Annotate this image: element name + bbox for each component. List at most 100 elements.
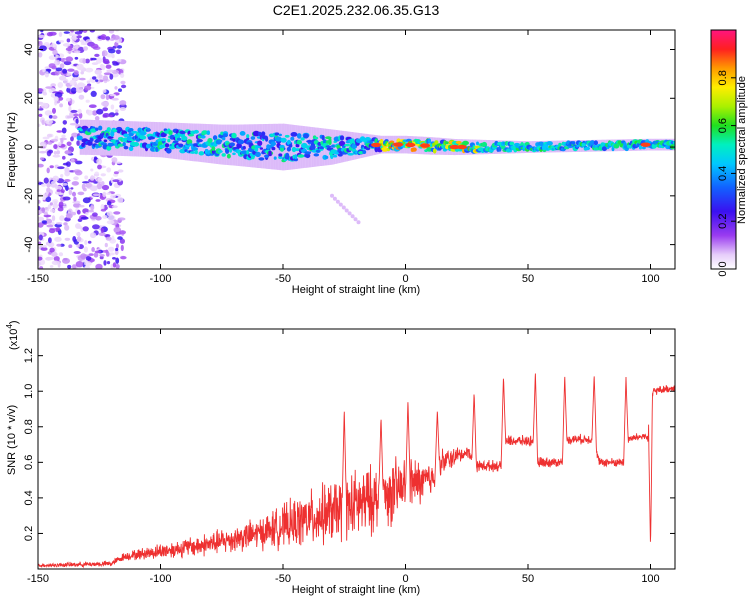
spectrogram-ridge-blob (179, 148, 186, 154)
spectrogram-noise-blob (92, 193, 101, 197)
spectrogram-ridge-blob (293, 157, 299, 162)
spectrogram-noise-blob (88, 104, 97, 108)
spectrogram-noise-blob (95, 79, 99, 82)
spectrogram-ridge-blob (273, 156, 277, 160)
spectrogram-ridge-halo (243, 124, 246, 167)
spectrogram-noise-blob (47, 68, 52, 72)
spectrogram-ridge-blob (351, 143, 357, 149)
spectrogram-ridge-halo (170, 122, 172, 159)
spectrogram-noise-blob (111, 205, 118, 209)
spectrogram-noise-blob (62, 120, 67, 125)
spectrogram-ridge-blob (444, 141, 449, 145)
spectrogram-ridge-blob (286, 139, 291, 145)
spectrogram-ridge-blob (128, 127, 134, 132)
colorbar-strip (710, 29, 737, 270)
spectrogram-ridge-blob (87, 140, 93, 146)
spectrogram-noise-blob (94, 116, 100, 121)
spectrogram-noise-blob (90, 204, 95, 211)
x-tick-label: 100 (641, 573, 659, 585)
spectrogram-ridge-halo (275, 123, 277, 170)
spectrogram-noise-blob (108, 114, 113, 118)
spectrogram-noise-blob (85, 212, 89, 216)
spectrogram-noise-blob (102, 191, 107, 198)
spectrogram-ridge-blob (278, 153, 283, 157)
y-tick-label: -40 (23, 237, 35, 253)
spectrogram-ridge-blob (161, 138, 167, 142)
spectrogram-ridge-halo (151, 121, 154, 157)
spectrogram-ridge-blob (218, 139, 223, 143)
snr-frame (37, 328, 676, 570)
spectrogram-ridge-halo (358, 133, 361, 159)
spectrogram-frame (37, 29, 676, 270)
y-tick-label: 1.2 (23, 348, 35, 363)
spectrogram-noise-blob (48, 63, 56, 69)
spectrogram-ridge-blob (229, 148, 233, 153)
spectrogram-ridge-blob (231, 132, 237, 139)
spectrogram-ridge-blob (128, 146, 134, 152)
spectrogram-noise-blob (53, 96, 59, 102)
spectrogram-ridge-blob (306, 140, 313, 143)
x-tick-label: 100 (641, 273, 659, 285)
spectrogram-noise-blob (41, 244, 47, 248)
spectrogram-noise-blob (74, 50, 81, 54)
spectrogram-noise-blob (115, 109, 119, 113)
spectrogram-noise-blob (93, 252, 99, 258)
spectrogram-noise-blob (43, 214, 52, 218)
spectrogram-noise-blob (58, 201, 64, 208)
spectrogram-ridge-blob (286, 146, 291, 152)
spectrogram-noise-blob (92, 224, 100, 230)
spectrogram-ridge-blob (498, 146, 502, 152)
spectrogram-ridge-halo (363, 133, 366, 158)
spectrogram-ridge-halo (242, 124, 244, 167)
spectrogram-ridge-blob (571, 141, 576, 145)
spectrogram-noise-blob (46, 133, 53, 138)
spectrogram-noise-blob (52, 107, 56, 114)
spectrogram-ridge-blob (455, 140, 462, 144)
spectrogram-noise-blob (49, 265, 54, 268)
spectrogram-ridge-halo (114, 120, 116, 156)
spectrogram-noise-blob (347, 211, 352, 216)
spectrogram-noise-blob (88, 253, 94, 256)
spectrogram-noise-blob (102, 215, 108, 219)
spectrogram-noise-blob (84, 85, 92, 91)
spectrogram-ridge-blob (508, 149, 512, 153)
spectrogram-noise-blob (83, 46, 88, 51)
spectrogram-ridge-halo (181, 123, 183, 160)
spectrogram-noise-blob (111, 97, 119, 101)
spectrogram-ridge-blob (139, 131, 147, 136)
spectrogram-noise-blob (344, 208, 349, 213)
spectrogram-ridge-blob (148, 136, 156, 140)
spectrogram-ridge-blob (270, 141, 276, 146)
spectrogram-ridge-halo (506, 140, 508, 154)
spectrogram-noise-blob (60, 58, 67, 63)
spectrogram-ridge-halo (116, 120, 118, 156)
spectrogram-noise-blob (63, 78, 69, 85)
spectrogram-noise-blob (70, 187, 74, 190)
spectrogram-ridge-blob (252, 130, 260, 137)
spectrogram-noise-blob (113, 35, 120, 40)
spectrogram-ridge-halo (172, 122, 175, 159)
spectrogram-ridge-blob (189, 151, 196, 154)
spectrogram-noise-blob (77, 83, 86, 87)
spectrogram-noise-blob (38, 206, 41, 211)
spectrogram-noise-blob (72, 200, 81, 204)
spectrogram-noise-blob (65, 213, 73, 219)
spectrogram-noise-blob (75, 87, 84, 93)
spectrogram-ridge-halo (102, 120, 105, 156)
spectrogram-noise-blob (63, 61, 72, 66)
spectrogram-noise-blob (91, 62, 99, 65)
spectrogram-noise-blob (106, 167, 112, 173)
spectrogram-noise-blob (71, 211, 77, 216)
spectrogram-noise-blob (98, 232, 106, 237)
spectrogram-noise-blob (74, 170, 83, 176)
spectrogram-noise-blob (61, 183, 68, 186)
spectrogram-ridge-blob (434, 140, 439, 145)
spectrogram-noise-blob (58, 31, 63, 37)
spectrogram-noise-blob (47, 256, 55, 260)
spectrogram-noise-blob (51, 260, 60, 266)
spectrogram-ridge-blob (641, 146, 646, 150)
spectrogram-ridge-blob (589, 140, 596, 146)
spectrogram-noise-blob (118, 88, 122, 92)
spectrogram-noise-blob (115, 247, 119, 252)
spectrogram-ridge-blob (288, 143, 293, 148)
